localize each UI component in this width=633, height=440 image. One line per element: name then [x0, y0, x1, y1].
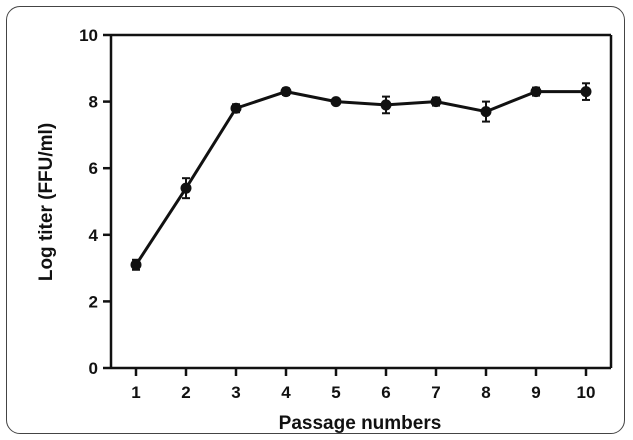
y-tick-label: 2 — [89, 292, 98, 311]
data-point — [180, 182, 192, 194]
x-tick-label: 6 — [381, 383, 390, 402]
y-tick-label: 10 — [79, 26, 98, 45]
y-axis-title: Log titer (FFU/ml) — [36, 123, 57, 281]
data-point — [380, 99, 392, 111]
x-tick-label: 8 — [481, 383, 490, 402]
x-tick-label: 1 — [131, 383, 140, 402]
x-tick-label: 10 — [577, 383, 596, 402]
series — [130, 82, 592, 271]
axes — [109, 33, 613, 370]
data-point — [130, 259, 142, 271]
x-axis-title: Passage numbers — [279, 413, 442, 434]
figure-frame — [6, 6, 625, 434]
x-tick-label: 4 — [281, 383, 291, 402]
data-point — [230, 102, 242, 114]
y-tick-label: 0 — [89, 359, 98, 378]
y-tick-label: 6 — [89, 159, 98, 178]
x-tick-label: 9 — [531, 383, 540, 402]
x-tick-label: 2 — [181, 383, 190, 402]
data-point — [580, 86, 592, 98]
data-point — [430, 96, 442, 108]
x-tick-label: 3 — [231, 383, 240, 402]
series-line — [134, 90, 586, 266]
x-ticks: 1 2 3 4 5 6 7 8 9 10 — [131, 368, 595, 402]
x-tick-label: 7 — [431, 383, 440, 402]
x-tick-label: 5 — [331, 383, 340, 402]
y-tick-label: 8 — [89, 93, 98, 112]
data-point — [330, 96, 342, 108]
y-ticks: 0 2 4 6 8 10 — [79, 26, 111, 378]
data-point — [280, 86, 292, 98]
data-point — [530, 86, 542, 98]
y-tick-label: 4 — [89, 226, 99, 245]
data-point — [480, 106, 492, 118]
